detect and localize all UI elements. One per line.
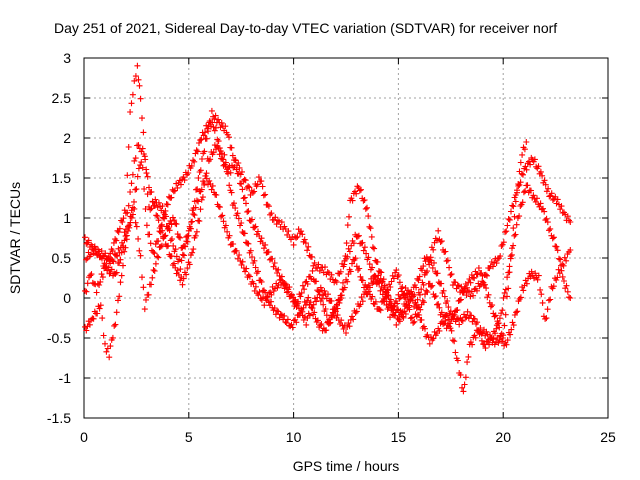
- x-tick-label: 25: [600, 429, 616, 445]
- x-tick-label: 20: [495, 429, 511, 445]
- series-track-3: [82, 172, 574, 361]
- x-tick-label: 10: [286, 429, 302, 445]
- x-tick-labels: 0 5 10 15 20 25: [80, 429, 616, 445]
- y-tick-label: -1: [59, 370, 72, 386]
- data-markers: [82, 62, 574, 395]
- y-tick-label: 1.5: [52, 170, 72, 186]
- marker-track: [83, 142, 574, 352]
- x-tick-label: 5: [185, 429, 193, 445]
- y-tick-label: 2: [63, 130, 71, 146]
- y-tick-labels: -1.5 -1 -0.5 0 0.5 1 1.5 2 2.5 3: [47, 50, 71, 426]
- y-tick-label: 2.5: [52, 90, 72, 106]
- y-tick-label: 0: [63, 290, 71, 306]
- marker-track: [82, 172, 574, 361]
- y-tick-label: -0.5: [47, 330, 71, 346]
- axis-ticks: [83, 57, 609, 419]
- chart-title: Day 251 of 2021, Sidereal Day-to-day VTE…: [54, 20, 557, 36]
- y-tick-label: 3: [63, 50, 71, 66]
- x-tick-label: 15: [391, 429, 407, 445]
- y-tick-label: 0.5: [52, 250, 72, 266]
- y-tick-label: 1: [63, 210, 71, 226]
- plot-frame: [83, 57, 609, 419]
- series-track-4: [83, 142, 574, 352]
- y-tick-label: -1.5: [47, 410, 71, 426]
- x-tick-label: 0: [80, 429, 88, 445]
- x-axis-label: GPS time / hours: [293, 458, 400, 474]
- y-axis-label: SDTVAR / TECUs: [7, 182, 23, 294]
